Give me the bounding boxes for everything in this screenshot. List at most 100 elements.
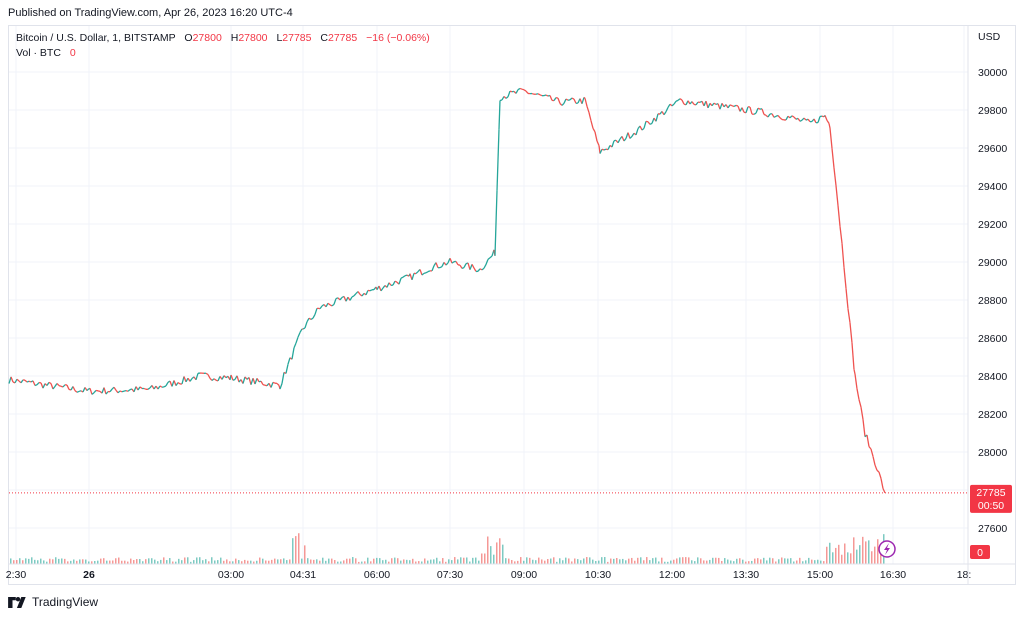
volume-bar (514, 561, 516, 564)
low-label: L (276, 32, 283, 44)
volume-bar (505, 558, 507, 564)
volume-bar (328, 558, 330, 564)
price-segment (603, 148, 607, 151)
volume-bar (100, 558, 102, 564)
volume-bar (562, 560, 564, 564)
price-segment (586, 106, 590, 113)
volume-bar (352, 557, 354, 564)
countdown-value: 00:50 (978, 500, 1004, 512)
price-segment (539, 94, 543, 97)
price-segment (439, 265, 443, 269)
volume-bar (82, 559, 84, 564)
volume-bar (394, 557, 396, 564)
price-segment (221, 375, 225, 380)
price-segment (791, 115, 795, 118)
price-segment (327, 302, 331, 306)
price-segment (515, 89, 519, 94)
volume-bar (196, 557, 198, 564)
volume-bar (784, 558, 786, 564)
volume-bar (301, 558, 303, 564)
volume-bar (238, 560, 240, 564)
last-price-badge (970, 484, 1012, 513)
volume-bar (814, 560, 816, 564)
volume-bar (109, 560, 111, 564)
volume-bar (361, 561, 363, 564)
price-segment (777, 115, 781, 119)
price-segment (419, 269, 423, 276)
volume-bar (43, 560, 45, 564)
x-tick-label: 16:30 (880, 569, 906, 581)
price-segment (563, 98, 567, 104)
volume-bar (673, 559, 675, 564)
volume-bar (172, 561, 174, 564)
volume-bar (382, 560, 384, 564)
volume-bar (466, 557, 468, 564)
volume-bar (685, 557, 687, 564)
price-segment (795, 117, 799, 120)
volume-bar (307, 558, 309, 564)
volume-bar (358, 561, 360, 564)
price-segment (471, 264, 475, 269)
volume-bar (655, 557, 657, 564)
price-segment (121, 390, 125, 393)
volume-bar (163, 557, 165, 564)
price-segment (733, 104, 737, 108)
price-segment (28, 380, 32, 383)
price-segment (127, 389, 131, 392)
price-segment (826, 119, 830, 124)
volume-bar (553, 557, 555, 564)
price-segment (68, 388, 72, 391)
volume-bar (841, 554, 843, 564)
lightning-icon[interactable] (878, 540, 896, 558)
volume-bar (613, 558, 615, 564)
price-segment (60, 385, 64, 388)
volume-bar (604, 557, 606, 564)
x-tick-label: 12:00 (659, 569, 685, 581)
chart-frame[interactable] (8, 25, 1016, 585)
volume-bar (742, 559, 744, 564)
volume-bar (268, 560, 270, 564)
volume-bar (658, 561, 660, 564)
volume-bar (310, 559, 312, 564)
price-segment (123, 389, 127, 392)
price-segment (584, 98, 588, 107)
price-segment (469, 264, 473, 270)
volume-bar (130, 558, 132, 564)
volume-bar (391, 558, 393, 564)
price-segment (611, 140, 615, 148)
y-tick-label: 28600 (978, 333, 1007, 345)
price-segment (8, 376, 12, 384)
volume-bar (127, 561, 129, 564)
tradingview-logo[interactable]: TradingView (8, 595, 98, 609)
volume-bar (430, 559, 432, 564)
price-segment (763, 113, 767, 116)
volume-bar (274, 558, 276, 564)
price-segment (159, 385, 163, 388)
price-segment (314, 308, 318, 315)
volume-bar (757, 558, 759, 564)
volume-bar (58, 558, 60, 564)
price-segment (211, 378, 215, 381)
price-segment (297, 332, 301, 338)
price-segment (617, 138, 621, 144)
volume-badge-value: 0 (977, 547, 983, 559)
price-segment (48, 381, 52, 385)
volume-bar (19, 558, 21, 564)
price-segment (773, 115, 777, 118)
volume-bar (61, 558, 63, 564)
price-segment (596, 140, 600, 146)
price-segment (771, 113, 775, 118)
price-segment (607, 145, 611, 150)
price-segment (797, 117, 801, 122)
price-segment (258, 380, 262, 383)
volume-bar (529, 557, 531, 564)
price-segment (627, 132, 631, 139)
price-segment (34, 384, 38, 387)
volume-bar (772, 558, 774, 564)
axes: 27600 27800 28000 28200 28400 28600 28800 29000… (6, 26, 1015, 585)
price-segment (665, 107, 669, 113)
volume-bar (199, 557, 201, 564)
close-label: C (320, 32, 328, 44)
volume-bar (640, 557, 642, 564)
